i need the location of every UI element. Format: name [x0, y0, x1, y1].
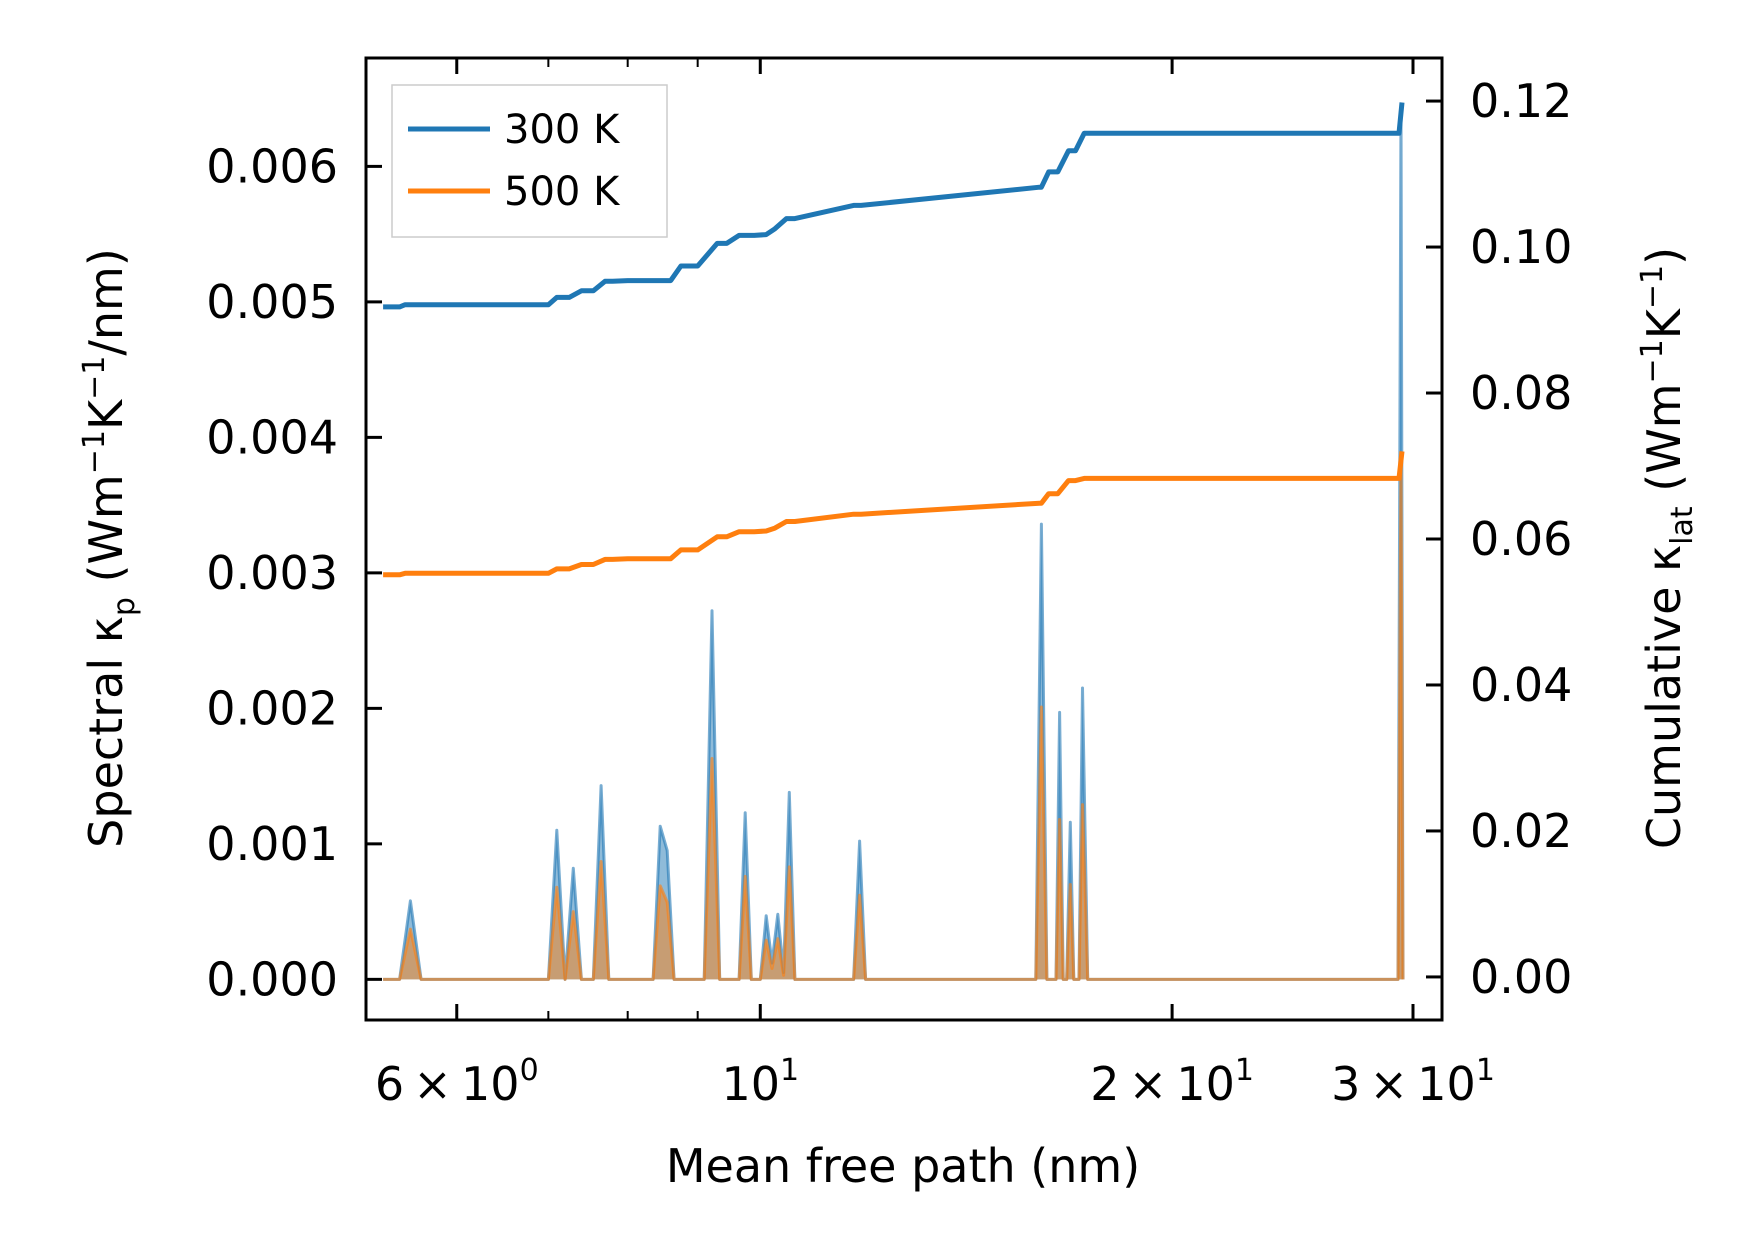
spectral-line-500k [383, 453, 1405, 981]
legend: 300 K 500 K [391, 84, 668, 238]
y-right-tick-label: 0.06 [1470, 512, 1572, 566]
y-right-tick-label: 0.00 [1470, 950, 1572, 1004]
spectral-series [383, 103, 1405, 981]
legend-frame [391, 84, 668, 238]
axis-ticks: 0.000 0.001 0.002 0.003 0.004 0.005 0.006 0.00 0… [206, 58, 1572, 1111]
y-left-tick-label: 0.003 [206, 546, 338, 600]
legend-label-300k: 300 K [504, 107, 621, 153]
x-tick-label: 101 [721, 1053, 799, 1111]
y-right-tick-label: 0.10 [1470, 220, 1572, 274]
x-tick-label: 3 × 101 [1331, 1053, 1495, 1111]
x-axis-label: Mean free path (nm) [666, 1139, 1140, 1193]
y-right-tick-label: 0.08 [1470, 366, 1572, 420]
y-left-tick-label: 0.004 [206, 410, 338, 464]
y-left-tick-label: 0.000 [206, 952, 338, 1006]
legend-label-500k: 500 K [504, 169, 621, 215]
y-left-tick-label: 0.005 [206, 275, 338, 329]
y-axis-label-right: Cumulative κlat (Wm−1K−1) [1635, 247, 1700, 849]
cumulative-series [383, 102, 1405, 578]
y-right-tick-label: 0.04 [1470, 658, 1572, 712]
y-right-tick-label: 0.12 [1470, 74, 1572, 128]
cumulative-line-500k [383, 451, 1405, 578]
y-left-tick-label: 0.001 [206, 817, 338, 871]
cumulative-line-300k [383, 102, 1405, 310]
x-tick-label: 6 × 100 [375, 1053, 539, 1111]
y-left-tick-label: 0.002 [206, 681, 338, 735]
y-axis-label-left: Spectral κp (Wm−1K−1/nm) [77, 248, 142, 848]
x-tick-label: 2 × 101 [1090, 1053, 1254, 1111]
y-right-tick-label: 0.02 [1470, 804, 1572, 858]
y-left-tick-label: 0.006 [206, 139, 338, 193]
